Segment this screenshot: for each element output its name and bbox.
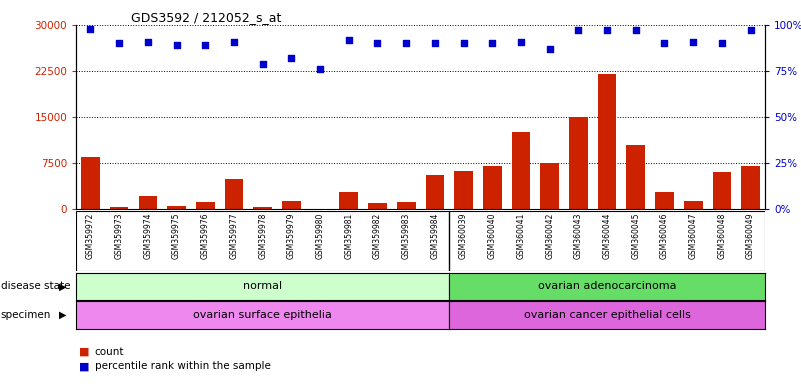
Point bbox=[227, 38, 240, 45]
Point bbox=[457, 40, 470, 46]
Point bbox=[572, 27, 585, 33]
Bar bbox=[626, 145, 645, 209]
Text: GSM360044: GSM360044 bbox=[602, 213, 612, 260]
Text: GSM359972: GSM359972 bbox=[86, 213, 95, 259]
Bar bbox=[340, 192, 358, 209]
Text: normal: normal bbox=[243, 281, 282, 291]
Bar bbox=[224, 179, 244, 209]
Text: GSM360042: GSM360042 bbox=[545, 213, 554, 259]
Bar bbox=[253, 207, 272, 209]
Point bbox=[170, 42, 183, 48]
Text: GSM360048: GSM360048 bbox=[718, 213, 727, 259]
Point bbox=[84, 26, 97, 32]
Bar bbox=[684, 201, 702, 209]
Point bbox=[199, 42, 211, 48]
Text: GSM359975: GSM359975 bbox=[172, 213, 181, 260]
Point bbox=[514, 38, 527, 45]
Bar bbox=[167, 205, 186, 209]
Bar bbox=[282, 201, 300, 209]
Text: count: count bbox=[95, 347, 124, 357]
Point bbox=[285, 55, 298, 61]
Point bbox=[630, 27, 642, 33]
Text: GSM359984: GSM359984 bbox=[430, 213, 440, 259]
Text: GSM359980: GSM359980 bbox=[316, 213, 324, 259]
Point bbox=[715, 40, 728, 46]
Text: GSM359983: GSM359983 bbox=[401, 213, 411, 259]
Point bbox=[371, 40, 384, 46]
Bar bbox=[454, 171, 473, 209]
Bar bbox=[425, 175, 445, 209]
Bar bbox=[196, 202, 215, 209]
Bar bbox=[483, 166, 501, 209]
Text: ovarian surface epithelia: ovarian surface epithelia bbox=[193, 310, 332, 320]
Point bbox=[113, 40, 126, 46]
Bar bbox=[110, 207, 128, 209]
Bar bbox=[598, 74, 617, 209]
Text: GSM359977: GSM359977 bbox=[229, 213, 239, 260]
Bar bbox=[541, 163, 559, 209]
Point bbox=[314, 66, 327, 72]
Text: ovarian adenocarcinoma: ovarian adenocarcinoma bbox=[537, 281, 676, 291]
Text: GSM359982: GSM359982 bbox=[373, 213, 382, 259]
Text: GSM359976: GSM359976 bbox=[201, 213, 210, 260]
Text: ▶: ▶ bbox=[58, 281, 66, 291]
Point bbox=[658, 40, 671, 46]
Text: GSM360041: GSM360041 bbox=[517, 213, 525, 259]
Text: specimen: specimen bbox=[1, 310, 51, 320]
Point bbox=[686, 38, 699, 45]
Bar bbox=[76, 211, 765, 271]
Bar bbox=[713, 172, 731, 209]
Bar bbox=[741, 166, 760, 209]
Text: GSM360046: GSM360046 bbox=[660, 213, 669, 260]
Text: GSM360043: GSM360043 bbox=[574, 213, 583, 260]
Text: GSM360049: GSM360049 bbox=[746, 213, 755, 260]
Point bbox=[142, 38, 155, 45]
Text: GDS3592 / 212052_s_at: GDS3592 / 212052_s_at bbox=[131, 11, 282, 24]
Text: GSM360039: GSM360039 bbox=[459, 213, 468, 260]
Text: percentile rank within the sample: percentile rank within the sample bbox=[95, 361, 271, 371]
Text: ovarian cancer epithelial cells: ovarian cancer epithelial cells bbox=[524, 310, 690, 320]
Point bbox=[486, 40, 499, 46]
Text: GSM359981: GSM359981 bbox=[344, 213, 353, 259]
Text: ▶: ▶ bbox=[58, 310, 66, 320]
Point bbox=[400, 40, 413, 46]
Text: GSM359978: GSM359978 bbox=[258, 213, 268, 259]
Point bbox=[429, 40, 441, 46]
Text: GSM359973: GSM359973 bbox=[115, 213, 123, 260]
Text: ■: ■ bbox=[78, 347, 89, 357]
Point bbox=[543, 46, 556, 52]
Point bbox=[744, 27, 757, 33]
Bar bbox=[368, 203, 387, 209]
Bar bbox=[512, 132, 530, 209]
Point bbox=[256, 61, 269, 67]
Text: GSM360047: GSM360047 bbox=[689, 213, 698, 260]
Text: GSM360045: GSM360045 bbox=[631, 213, 640, 260]
Point bbox=[342, 36, 355, 43]
Text: GSM359979: GSM359979 bbox=[287, 213, 296, 260]
Bar bbox=[655, 192, 674, 209]
Bar bbox=[81, 157, 100, 209]
Text: GSM359974: GSM359974 bbox=[143, 213, 152, 260]
Bar bbox=[139, 196, 157, 209]
Point bbox=[601, 27, 614, 33]
Bar bbox=[569, 117, 588, 209]
Text: GSM360040: GSM360040 bbox=[488, 213, 497, 260]
Bar bbox=[396, 202, 416, 209]
Text: disease state: disease state bbox=[1, 281, 70, 291]
Text: ■: ■ bbox=[78, 361, 89, 371]
